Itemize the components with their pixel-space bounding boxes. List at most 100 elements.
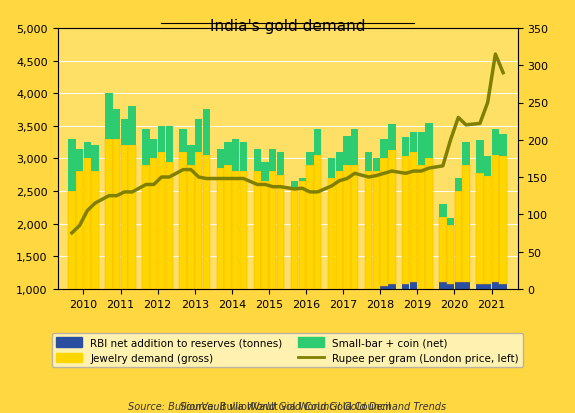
Bar	[328, 178, 335, 289]
Bar	[426, 123, 432, 159]
Bar	[262, 162, 269, 182]
Bar	[328, 159, 335, 178]
Bar	[91, 146, 99, 172]
Bar	[306, 166, 313, 289]
Bar	[83, 159, 91, 289]
Bar	[113, 140, 120, 289]
Bar	[166, 162, 173, 289]
Bar	[76, 149, 83, 172]
Bar	[68, 140, 75, 192]
Bar	[484, 157, 492, 177]
Bar	[402, 138, 409, 157]
Bar	[240, 143, 247, 172]
Bar	[500, 157, 507, 284]
Bar	[179, 152, 187, 289]
Bar	[417, 166, 425, 289]
Bar	[254, 149, 261, 172]
Bar	[492, 130, 499, 156]
Bar	[291, 188, 298, 289]
Bar	[410, 152, 417, 282]
Bar	[439, 282, 447, 289]
Bar	[128, 107, 136, 146]
Bar	[476, 173, 484, 284]
Bar	[113, 110, 120, 140]
Bar	[298, 182, 306, 289]
Bar	[343, 166, 351, 289]
Bar	[402, 157, 409, 284]
Text: Source: BullionVault via World Gold Council Gold Demand Trends: Source: BullionVault via World Gold Coun…	[128, 401, 447, 411]
Bar	[217, 169, 224, 289]
Bar	[232, 172, 239, 289]
Bar	[298, 178, 306, 182]
Bar	[447, 219, 454, 225]
Bar	[187, 166, 194, 289]
Bar	[365, 172, 373, 289]
Bar	[373, 159, 380, 172]
Bar	[158, 152, 165, 289]
Bar	[224, 143, 232, 166]
Bar	[195, 120, 202, 152]
Bar	[462, 166, 470, 282]
Bar	[195, 152, 202, 289]
Bar	[121, 120, 128, 146]
Bar	[492, 282, 499, 289]
Bar	[500, 284, 507, 289]
Bar	[105, 140, 113, 289]
Bar	[351, 166, 358, 289]
Bar	[439, 204, 447, 218]
Bar	[388, 125, 396, 151]
Bar	[455, 282, 462, 289]
Bar	[336, 172, 343, 289]
Bar	[439, 218, 447, 282]
Bar	[381, 140, 388, 159]
Bar	[150, 140, 158, 159]
Bar	[373, 172, 380, 289]
Bar	[91, 172, 99, 289]
Bar	[402, 284, 409, 289]
Bar	[365, 152, 373, 172]
Bar	[447, 284, 454, 289]
Bar	[291, 182, 298, 188]
Bar	[269, 149, 277, 172]
Bar	[476, 284, 484, 289]
Bar	[202, 156, 210, 289]
Bar	[314, 130, 321, 156]
Bar	[179, 130, 187, 152]
Bar	[343, 136, 351, 166]
Bar	[202, 110, 210, 156]
Bar	[158, 126, 165, 152]
Bar	[388, 284, 396, 289]
Bar	[262, 182, 269, 289]
Bar	[240, 172, 247, 289]
Bar	[455, 192, 462, 282]
Bar	[500, 134, 507, 157]
Bar	[484, 284, 492, 289]
Bar	[217, 149, 224, 169]
Bar	[277, 152, 284, 175]
Bar	[128, 146, 136, 289]
Bar	[232, 140, 239, 172]
Bar	[462, 143, 470, 166]
Bar	[83, 143, 91, 159]
Bar	[314, 156, 321, 289]
Bar	[447, 225, 454, 284]
Bar	[306, 152, 313, 166]
Bar	[121, 146, 128, 289]
Bar	[455, 178, 462, 192]
Bar	[410, 282, 417, 289]
Bar	[381, 286, 388, 289]
Bar	[476, 141, 484, 173]
Bar	[381, 159, 388, 286]
Bar	[150, 159, 158, 289]
Text: Source: BullionVault via World Gold Council: Source: BullionVault via World Gold Coun…	[181, 401, 394, 411]
Bar	[351, 130, 358, 166]
Bar	[417, 133, 425, 166]
Bar	[187, 146, 194, 166]
Bar	[484, 177, 492, 284]
Bar	[269, 172, 277, 289]
Bar	[166, 126, 173, 162]
Bar	[68, 192, 75, 289]
Bar	[462, 282, 470, 289]
Bar	[224, 166, 232, 289]
Bar	[76, 172, 83, 289]
